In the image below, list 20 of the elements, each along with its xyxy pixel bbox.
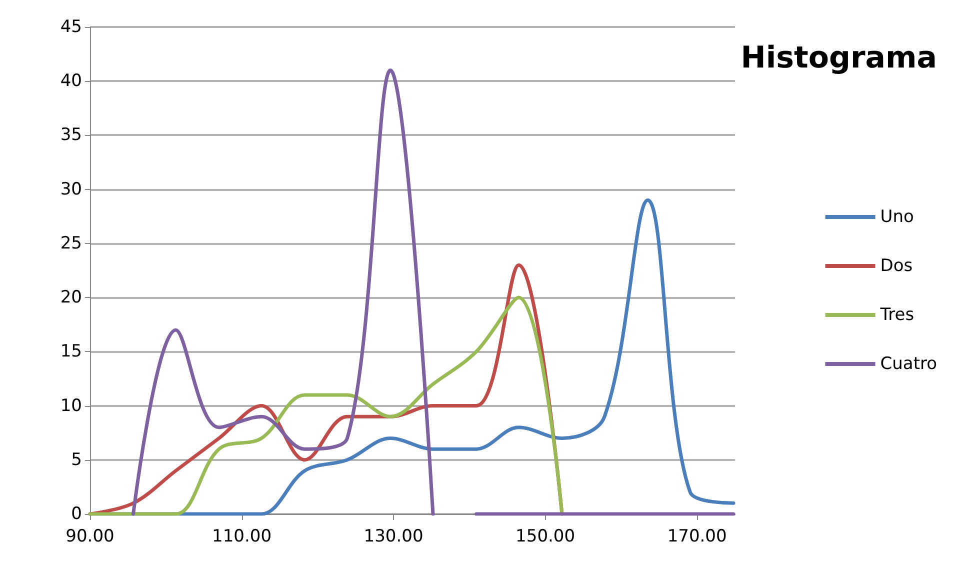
x-tick-label: 110.00 xyxy=(212,526,272,546)
y-tick-label: 35 xyxy=(60,125,82,146)
y-tick-label: 45 xyxy=(60,17,82,37)
y-tick-label: 10 xyxy=(60,396,82,416)
x-tick-label: 130.00 xyxy=(364,526,424,546)
x-tick-label: 90.00 xyxy=(66,526,114,546)
y-tick-label: 0 xyxy=(71,504,82,524)
y-tick-label: 5 xyxy=(71,450,82,470)
y-tick-label: 20 xyxy=(60,288,82,308)
y-tick-label: 25 xyxy=(60,233,82,254)
x-tick-label: 170.00 xyxy=(667,526,727,546)
legend-label: Tres xyxy=(879,305,914,325)
y-tick-label: 15 xyxy=(60,342,82,362)
y-tick-label: 40 xyxy=(60,71,82,92)
legend-label: Dos xyxy=(880,256,913,276)
text: Histograma xyxy=(740,40,938,76)
legend-label: Cuatro xyxy=(880,354,938,374)
y-tick-label: 30 xyxy=(60,179,82,200)
legend-label: Uno xyxy=(880,207,914,227)
x-tick-label: 150.00 xyxy=(516,526,576,546)
